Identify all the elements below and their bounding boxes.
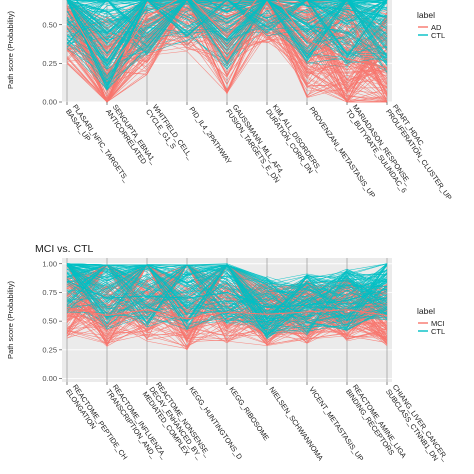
sample-path-mci [66,283,388,351]
sample-path-ctl [66,263,388,318]
sample-path-ctl [66,0,388,56]
sample-path-ctl [66,0,388,77]
legend-title: label [417,306,435,316]
legend-entry-ctl: CTL [431,31,445,40]
legend: label AD CTL [417,10,445,40]
sample-path-ctl [66,0,387,49]
sample-path-ctl [66,264,388,316]
sample-path-ad [66,0,388,103]
sample-path-ad [66,0,388,103]
sample-path-ctl [66,0,388,54]
sample-path-ctl [67,0,388,33]
sample-path-ctl [66,0,388,66]
sample-path-ctl [66,263,388,310]
sample-path-ctl [66,0,388,90]
series-line-mci [66,306,388,320]
sample-path-ctl [67,0,387,18]
x-axis: PLASARI_NFIC_TARGETS_BASAL_UP SENGUPTA_EB… [64,102,454,202]
sample-paths [66,0,388,103]
sample-path-ctl [66,0,388,58]
sample-path-ctl [66,0,388,55]
y-tick-label: 0.50 [42,20,57,29]
panel-ad-vs-ctl: 0.00 0.25 0.50 PLASARI_NFIC_TARGETS_BASAL_… [6,0,454,202]
sample-path-ctl [66,0,388,67]
sample-path-ctl [66,0,388,91]
sample-path-mci [66,264,388,339]
sample-path-ctl [66,0,388,48]
sample-path-ctl [66,0,388,69]
y-tick-label: 0.25 [42,59,57,68]
sample-path-ctl [66,0,388,57]
sample-path-ctl [66,0,388,64]
sample-path-ctl [66,263,388,328]
sample-path-ctl [66,264,388,325]
sample-path-ctl [66,263,388,326]
sample-path-ctl [66,264,388,302]
sample-path-ctl [66,0,388,57]
sample-path-ctl [66,0,388,62]
legend-title: label [417,10,435,20]
sample-path-ctl [67,0,388,57]
sample-path-ctl [66,263,388,317]
sample-path-ctl [66,0,388,50]
sample-path-ctl [66,264,388,336]
sample-path-ctl [66,0,388,76]
sample-path-ctl [66,0,388,91]
series-line-ad [66,0,388,76]
sample-path-ad [66,0,388,103]
x-tick-label: CHIANG_LIVER_CANCER_SUBCLASS_CTNNB1_DN [384,383,451,464]
sample-path-ctl [66,0,388,81]
legend: label MCI CTL [417,306,445,336]
sample-path-ctl [66,264,388,316]
x-tick-label-line: KEGG_RIBOSOME [227,385,271,442]
legend-entry-ad: AD [431,23,442,32]
sample-path-ctl [67,264,388,338]
x-tick-label: PEART_HDAC_PROLIFERATION_CLUSTER_UP [384,103,454,202]
panel-mci-vs-ctl: 0.00 0.25 0.50 0.75 1.00 REACTOME_PEPTIDE_CH… [6,243,451,464]
sample-path-ctl [66,0,388,87]
series-line-ctl [75,0,388,34]
sample-path-ctl [66,0,388,66]
sample-path-ctl [67,0,388,63]
sample-path-ctl [66,0,388,64]
sample-paths [66,263,388,351]
sample-path-ctl [66,264,388,320]
y-tick-label: 0.50 [42,317,57,326]
sample-path-ctl [66,264,388,334]
series-line-ctl [66,280,388,308]
y-tick-label: 0.75 [42,288,57,297]
y-tick-label: 0.25 [42,345,57,354]
sample-path-ctl [66,0,388,64]
chart-title: MCI vs. CTL [35,243,93,255]
sample-path-ctl [66,263,388,323]
sample-path-ctl [66,0,388,44]
sample-path-ad [66,0,388,103]
sample-path-ctl [66,0,388,60]
y-axis: 0.00 0.25 0.50 0.75 1.00 [42,259,62,383]
y-axis-label: Path score (Probability) [6,281,15,359]
sample-path-ctl [66,268,388,330]
sample-path-ctl [66,263,388,321]
y-tick-label: 0.00 [42,98,57,107]
sample-path-ctl [66,263,388,322]
y-tick-label: 1.00 [42,259,57,268]
sample-path-ad [66,0,388,94]
sample-path-ctl [66,0,388,78]
legend-entry-ctl: CTL [431,327,445,336]
sample-path-ctl [67,0,388,62]
x-tick-label: KEGG_RIBOSOME [227,385,271,442]
y-axis: 0.00 0.25 0.50 [42,20,62,107]
y-tick-label: 0.00 [42,374,57,383]
sample-path-ctl [66,264,388,314]
sample-path-ctl [66,0,388,58]
sample-path-ctl [66,0,388,91]
sample-path-ctl [67,264,388,335]
y-axis-label: Path score (Probability) [6,11,15,89]
sample-path-ctl [66,0,388,54]
legend-entry-mci: MCI [431,319,445,328]
